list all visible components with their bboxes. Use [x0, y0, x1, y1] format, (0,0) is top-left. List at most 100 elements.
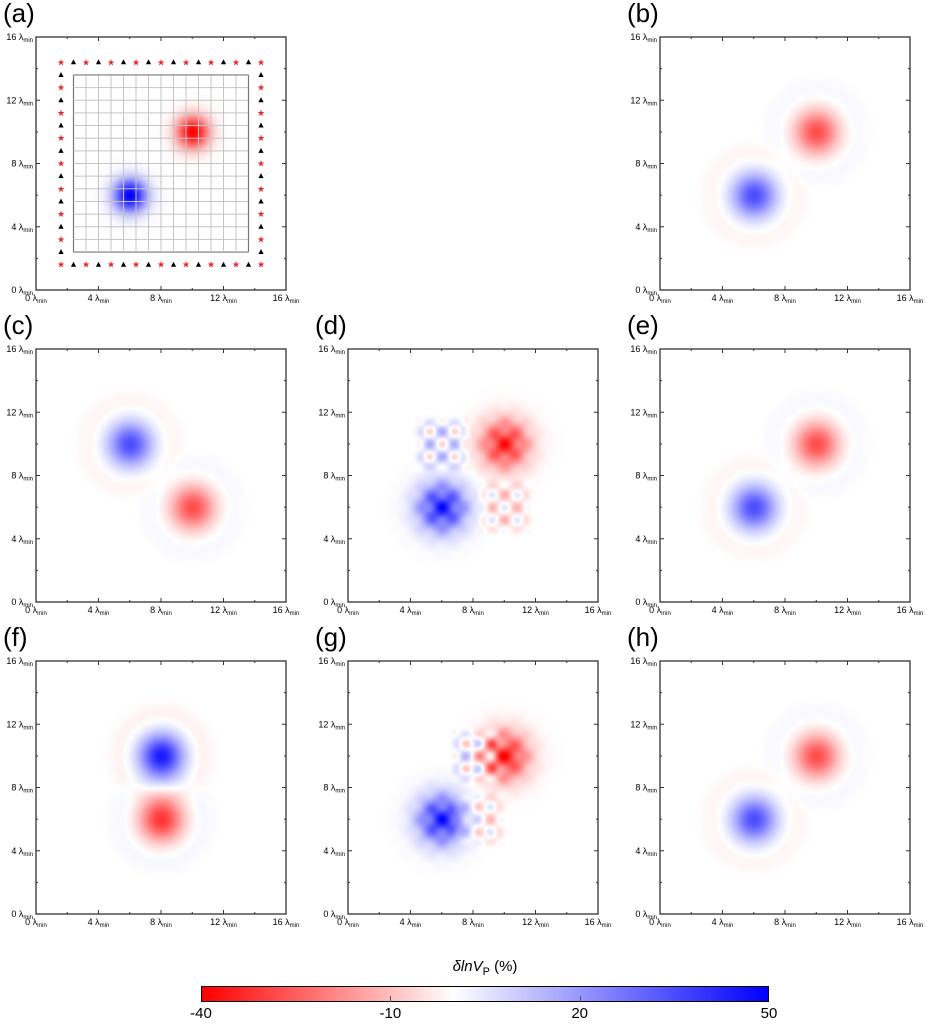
colorbar-title-main: δlnV [452, 958, 483, 975]
source-star-icon: ★ [157, 260, 165, 270]
panel-frame [659, 660, 911, 915]
receiver-triangle-icon [120, 261, 127, 267]
y-tick-label: 16 λmin [630, 32, 657, 44]
y-tick-label: 4 λmin [635, 846, 657, 858]
receiver-triangle-icon [58, 198, 64, 204]
source-star-icon: ★ [257, 108, 265, 118]
panel-b-field [660, 37, 910, 290]
receiver-triangle-icon [245, 59, 252, 65]
x-tick-label: 12 λmin [834, 293, 861, 305]
y-tick-label: 4 λmin [635, 534, 657, 546]
panel-e-field [660, 349, 910, 602]
x-tick-label: 16 λmin [585, 605, 612, 617]
y-tick-label: 16 λmin [6, 344, 33, 356]
y-tick-label: 0 λmin [11, 597, 33, 609]
y-tick-label: 4 λmin [323, 846, 345, 858]
panel-frame [347, 348, 599, 603]
receiver-triangle-icon [170, 261, 177, 267]
source-star-icon: ★ [257, 209, 265, 219]
y-tick-label: 4 λmin [11, 846, 33, 858]
receiver-triangle-icon [258, 173, 264, 179]
panel-c-field [36, 349, 286, 602]
colorbar [201, 986, 769, 1002]
receiver-triangle-icon [58, 249, 64, 255]
receiver-triangle-icon [258, 71, 264, 77]
x-tick-label: 12 λmin [210, 917, 237, 929]
x-tick-label: 12 λmin [834, 605, 861, 617]
y-tick-label: 12 λmin [318, 407, 345, 419]
source-star-icon: ★ [57, 159, 65, 169]
y-tick-label: 8 λmin [635, 159, 657, 171]
x-tick-label: 8 λmin [774, 293, 796, 305]
receiver-triangle-icon [258, 147, 264, 153]
source-star-icon: ★ [257, 184, 265, 194]
x-tick-label: 12 λmin [522, 917, 549, 929]
source-star-icon: ★ [182, 260, 190, 270]
source-star-icon: ★ [207, 57, 215, 67]
receiver-triangle-icon [70, 261, 77, 267]
panel-b: 0 λmin 0 λmin 4 λmin 4 λmin 8 λmin 8 λmin 12 λ… [630, 32, 923, 305]
receiver-triangle-icon [120, 59, 127, 65]
panel-h: 0 λmin 0 λmin 4 λmin 4 λmin 8 λmin 8 λmin 12 λ… [630, 656, 923, 929]
y-tick-label: 12 λmin [6, 719, 33, 731]
y-tick-label: 8 λmin [11, 471, 33, 483]
x-tick-label: 8 λmin [462, 917, 484, 929]
source-star-icon: ★ [257, 83, 265, 93]
receiver-triangle-icon [58, 122, 64, 128]
x-tick-label: 12 λmin [522, 605, 549, 617]
colorbar-tick [390, 996, 392, 1002]
receiver-triangle-icon [58, 173, 64, 179]
y-tick-label: 8 λmin [323, 783, 345, 795]
panel-label-e: (e) [627, 310, 659, 340]
x-tick-label: 16 λmin [585, 917, 612, 929]
source-star-icon: ★ [132, 260, 140, 270]
x-tick-label: 4 λmin [712, 917, 734, 929]
y-tick-label: 4 λmin [11, 534, 33, 546]
panel-label-b: (b) [627, 0, 659, 28]
x-tick-label: 16 λmin [897, 293, 924, 305]
y-tick-label: 4 λmin [635, 222, 657, 234]
x-tick-label: 8 λmin [462, 605, 484, 617]
panel-d: 0 λmin 0 λmin 4 λmin 4 λmin 8 λmin 8 λmin 12 λ… [318, 344, 611, 617]
x-tick-label: 12 λmin [834, 917, 861, 929]
x-tick-label: 16 λmin [273, 605, 300, 617]
y-tick-label: 16 λmin [6, 656, 33, 668]
source-star-icon: ★ [107, 57, 115, 67]
source-star-icon: ★ [57, 108, 65, 118]
y-tick-label: 8 λmin [11, 159, 33, 171]
source-star-icon: ★ [82, 57, 90, 67]
source-star-icon: ★ [57, 209, 65, 219]
x-tick-label: 4 λmin [712, 293, 734, 305]
y-tick-label: 16 λmin [6, 32, 33, 44]
y-tick-label: 16 λmin [630, 344, 657, 356]
y-tick-label: 12 λmin [630, 95, 657, 107]
y-tick-label: 8 λmin [635, 783, 657, 795]
x-tick-label: 16 λmin [273, 293, 300, 305]
source-star-icon: ★ [257, 133, 265, 143]
source-star-icon: ★ [257, 260, 265, 270]
source-star-icon: ★ [157, 57, 165, 67]
y-tick-label: 0 λmin [11, 909, 33, 921]
x-tick-label: 4 λmin [88, 917, 110, 929]
panel-f-field [36, 661, 286, 914]
colorbar-tick-label: 20 [571, 1005, 588, 1022]
x-tick-label: 4 λmin [88, 293, 110, 305]
colorbar-title: δlnVP (%) [453, 958, 518, 978]
source-star-icon: ★ [107, 260, 115, 270]
panel-a: ★ ★ ★ ★ ★ ★ ★ ★ ★ ★ ★ ★ ★ ★ ★ ★ ★ ★ ★ ★ ★ ★ ★ ★ ★ ★ ★ ★ ★ ★ ★ ★ 0 λmin 0 … [6, 32, 299, 305]
source-star-icon: ★ [257, 57, 265, 67]
x-tick-label: 4 λmin [400, 605, 422, 617]
source-star-icon: ★ [57, 234, 65, 244]
receiver-triangle-icon [70, 59, 77, 65]
y-tick-label: 12 λmin [630, 719, 657, 731]
source-star-icon: ★ [257, 159, 265, 169]
y-tick-label: 16 λmin [318, 656, 345, 668]
receiver-triangle-icon [58, 223, 64, 229]
x-tick-label: 4 λmin [400, 917, 422, 929]
panel-c: 0 λmin 0 λmin 4 λmin 4 λmin 8 λmin 8 λmin 12 λ… [6, 344, 299, 617]
receiver-triangle-icon [170, 59, 177, 65]
